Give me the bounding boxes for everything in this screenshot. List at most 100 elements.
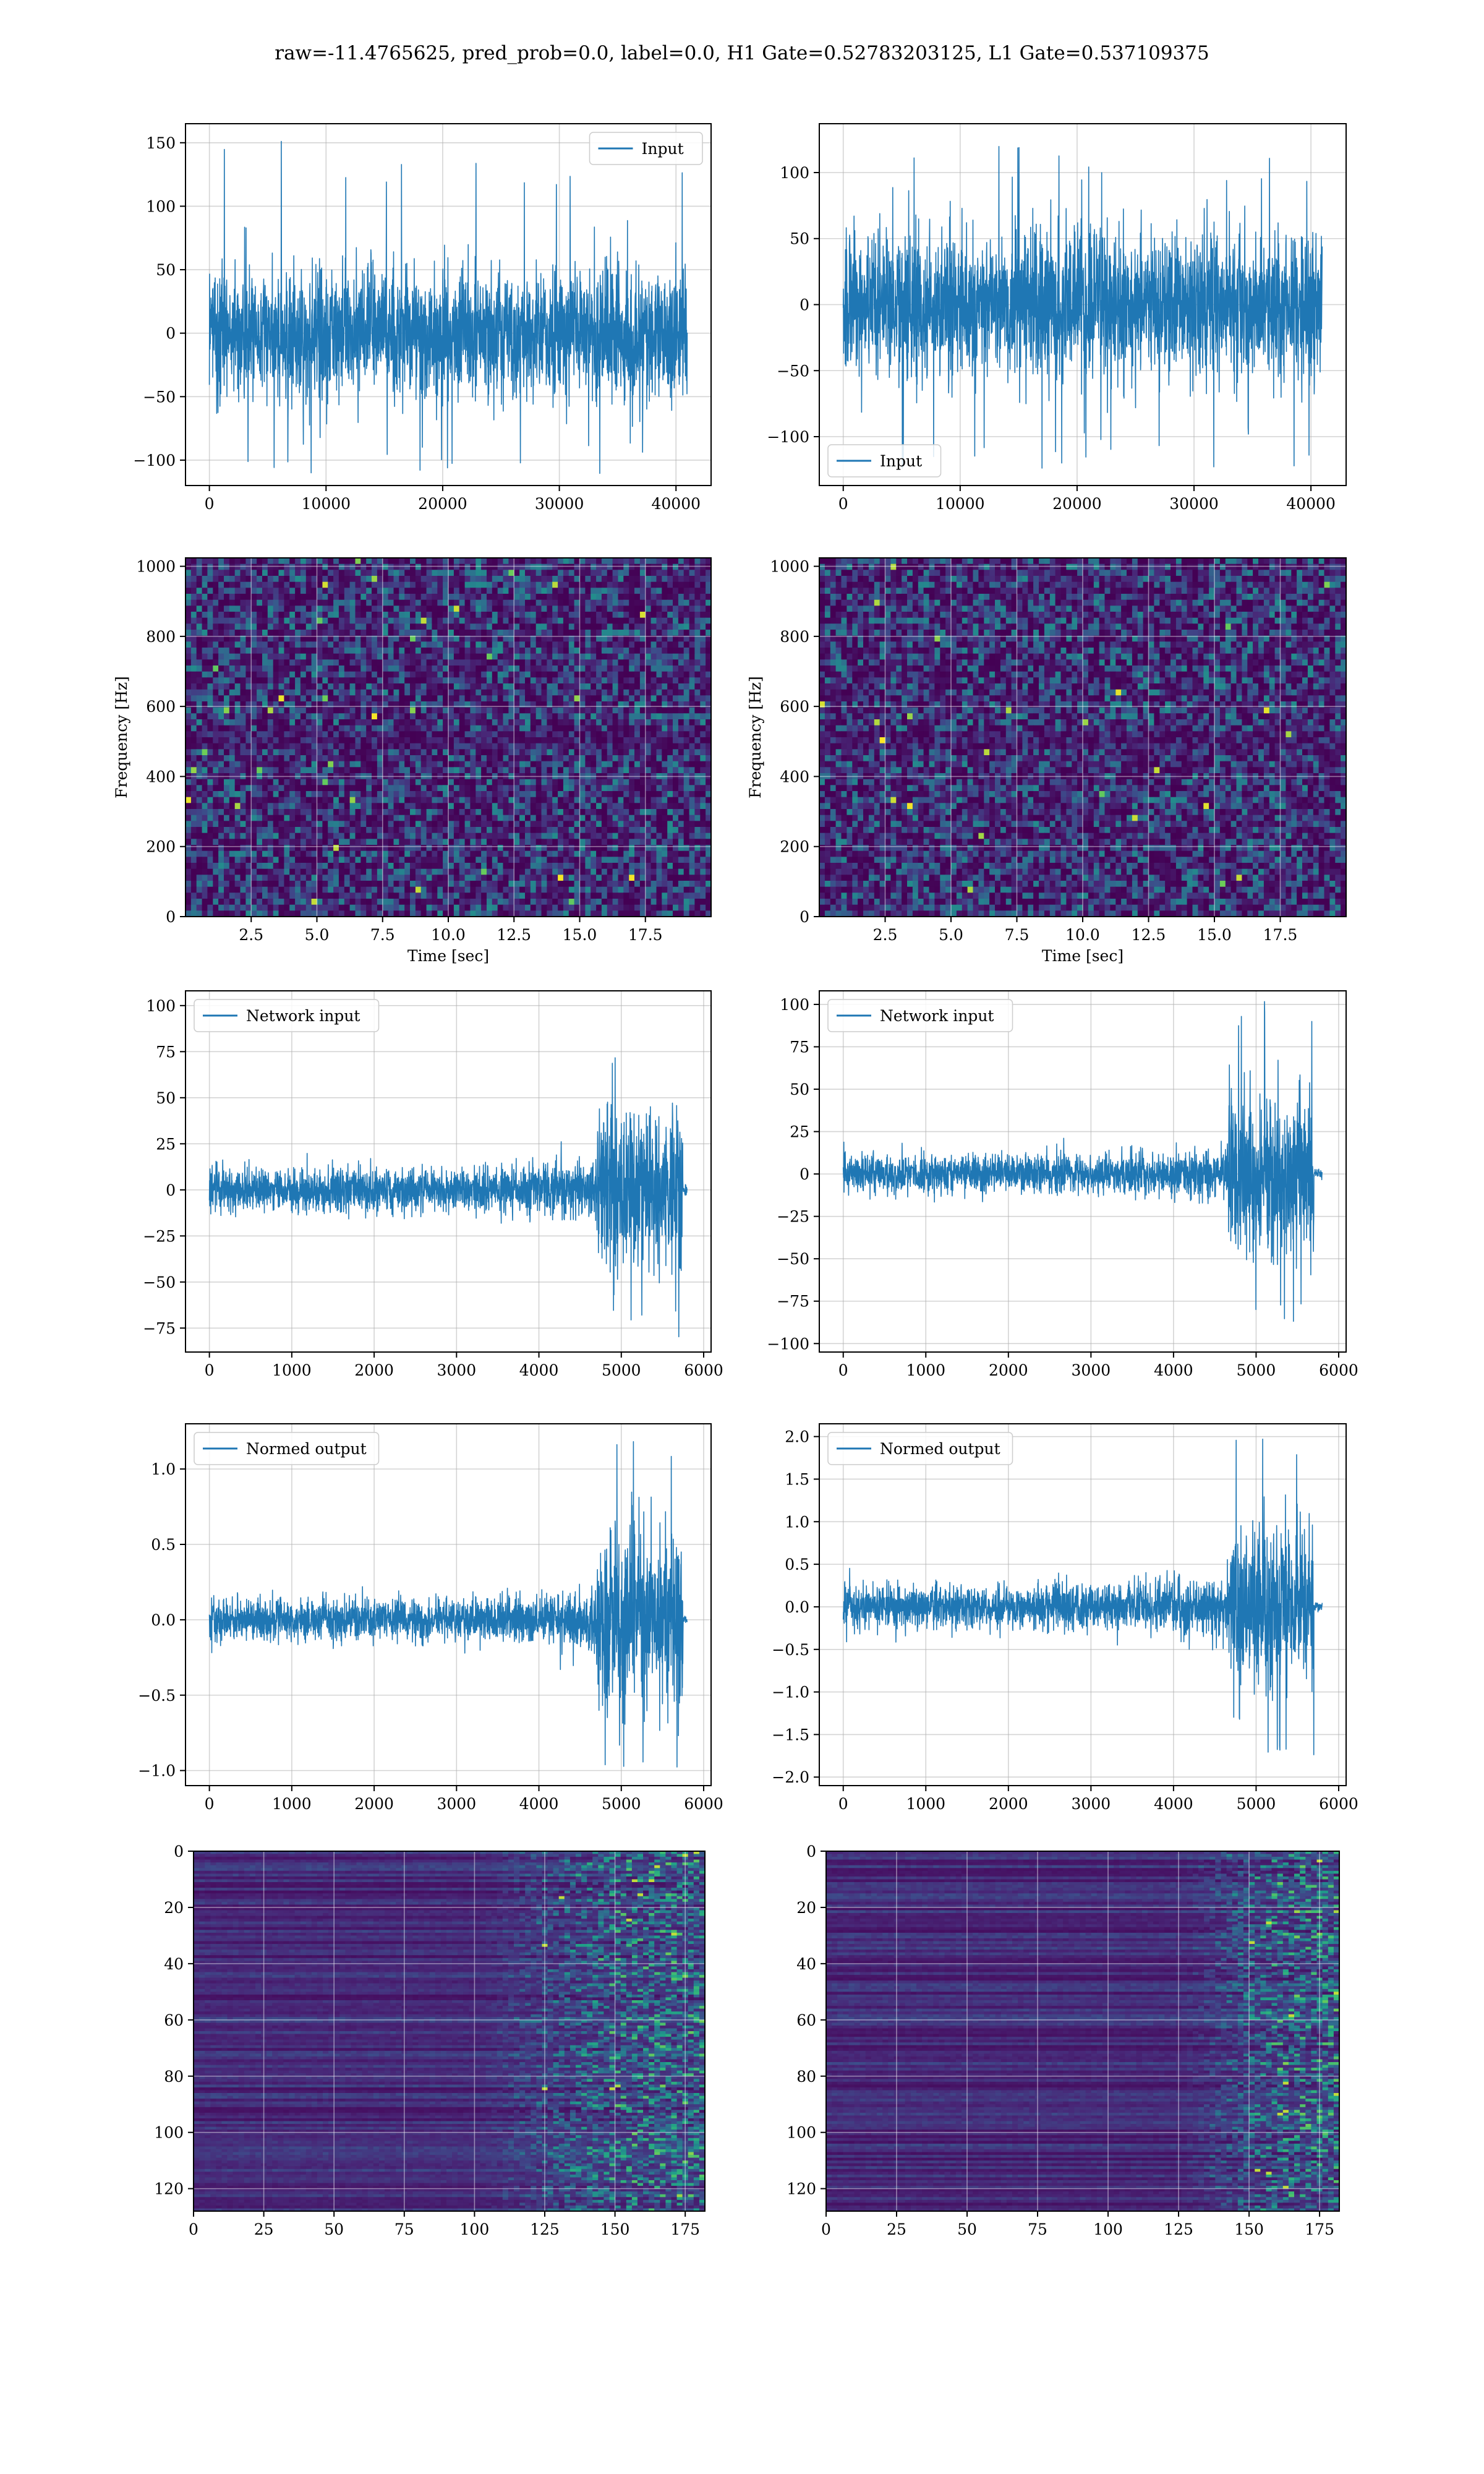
heatmap-cell bbox=[257, 600, 263, 606]
heatmap-cell bbox=[427, 779, 433, 785]
heatmap-cell bbox=[312, 623, 317, 630]
heatmap-cell bbox=[241, 749, 247, 755]
y-tick-label: −50 bbox=[143, 388, 176, 406]
heatmap-cell bbox=[558, 677, 564, 683]
heatmap-cell bbox=[574, 623, 581, 630]
heatmap-cell bbox=[416, 779, 422, 785]
heatmap-cell bbox=[662, 641, 668, 648]
heatmap-cell bbox=[465, 683, 471, 690]
heatmap-cell bbox=[657, 761, 663, 768]
heatmap-cell bbox=[339, 564, 345, 570]
heatmap-cell bbox=[202, 564, 208, 570]
heatmap-cell bbox=[503, 606, 510, 612]
heatmap-cell bbox=[312, 588, 317, 594]
heatmap-cell bbox=[262, 612, 268, 618]
heatmap-cell bbox=[519, 791, 526, 797]
heatmap-cell bbox=[312, 677, 317, 683]
heatmap-cell bbox=[634, 672, 641, 678]
heatmap-cell bbox=[585, 594, 591, 600]
heatmap-cell bbox=[301, 576, 307, 582]
heatmap-cell bbox=[558, 558, 564, 564]
heatmap-cell bbox=[514, 708, 520, 714]
heatmap-cell bbox=[596, 594, 602, 600]
heatmap-cell bbox=[295, 683, 301, 690]
heatmap-cell bbox=[394, 654, 400, 660]
heatmap-cell bbox=[563, 582, 569, 588]
heatmap-cell bbox=[404, 683, 411, 690]
heatmap-cell bbox=[475, 600, 482, 606]
heatmap-cell bbox=[569, 719, 575, 726]
heatmap-cell bbox=[596, 695, 602, 701]
heatmap-cell bbox=[328, 654, 334, 660]
heatmap-cell bbox=[224, 761, 230, 768]
heatmap-cell bbox=[295, 630, 301, 636]
heatmap-cell bbox=[547, 600, 553, 606]
heatmap-cell bbox=[558, 713, 564, 719]
heatmap-cell bbox=[662, 612, 668, 618]
heatmap-cell bbox=[634, 600, 641, 606]
heatmap-cell bbox=[470, 743, 476, 750]
heatmap-cell bbox=[202, 558, 208, 564]
heatmap-cell bbox=[197, 690, 203, 696]
heatmap-cell bbox=[634, 785, 641, 791]
heatmap-cell bbox=[202, 726, 208, 732]
heatmap-cell bbox=[224, 785, 230, 791]
heatmap-cell bbox=[268, 630, 274, 636]
heatmap-cell bbox=[235, 623, 241, 630]
heatmap-cell bbox=[366, 726, 372, 732]
heatmap-cell bbox=[580, 641, 586, 648]
heatmap-cell bbox=[443, 570, 449, 576]
heatmap-cell bbox=[322, 558, 328, 564]
heatmap-cell bbox=[432, 623, 438, 630]
heatmap-cell bbox=[197, 594, 203, 600]
heatmap-cell bbox=[459, 564, 466, 570]
heatmap-cell bbox=[678, 743, 684, 750]
heatmap-cell bbox=[569, 690, 575, 696]
heatmap-cell bbox=[657, 588, 663, 594]
heatmap-cell bbox=[574, 630, 581, 636]
heatmap-cell bbox=[503, 708, 510, 714]
heatmap-cell bbox=[241, 659, 247, 666]
heatmap-cell bbox=[410, 582, 416, 588]
heatmap-cell bbox=[591, 767, 597, 773]
heatmap-cell bbox=[498, 731, 504, 737]
heatmap-cell bbox=[410, 659, 416, 666]
heatmap-cell bbox=[662, 659, 668, 666]
heatmap-cell bbox=[356, 618, 362, 624]
heatmap-cell bbox=[569, 743, 575, 750]
heatmap-cell bbox=[558, 749, 564, 755]
heatmap-cell bbox=[356, 594, 362, 600]
heatmap-cell bbox=[459, 623, 466, 630]
heatmap-cell bbox=[470, 588, 476, 594]
heatmap-cell bbox=[241, 641, 247, 648]
heatmap-cell bbox=[317, 666, 323, 672]
heatmap-cell bbox=[437, 791, 443, 797]
heatmap-cell bbox=[613, 618, 619, 624]
heatmap-cell bbox=[284, 731, 290, 737]
heatmap-cell bbox=[552, 558, 558, 564]
heatmap-cell bbox=[519, 641, 526, 648]
heatmap-cell bbox=[481, 618, 487, 624]
heatmap-cell bbox=[273, 683, 279, 690]
heatmap-cell bbox=[404, 695, 411, 701]
heatmap-cell bbox=[580, 659, 586, 666]
heatmap-cell bbox=[629, 558, 634, 564]
heatmap-cell bbox=[552, 761, 558, 768]
heatmap-cell bbox=[536, 576, 542, 582]
heatmap-cell bbox=[465, 726, 471, 732]
heatmap-cell bbox=[268, 654, 274, 660]
heatmap-cell bbox=[454, 588, 460, 594]
heatmap-cell bbox=[454, 743, 460, 750]
heatmap-cell bbox=[312, 683, 317, 690]
heatmap-cell bbox=[333, 582, 339, 588]
heatmap-cell bbox=[218, 683, 224, 690]
heatmap-cell bbox=[322, 623, 328, 630]
heatmap-cell bbox=[372, 683, 378, 690]
heatmap-cell bbox=[262, 582, 268, 588]
heatmap-cell bbox=[328, 558, 334, 564]
heatmap-cell bbox=[410, 743, 416, 750]
heatmap-cell bbox=[339, 582, 345, 588]
heatmap-cell bbox=[689, 612, 696, 618]
heatmap-cell bbox=[207, 564, 213, 570]
heatmap-cell bbox=[333, 708, 339, 714]
